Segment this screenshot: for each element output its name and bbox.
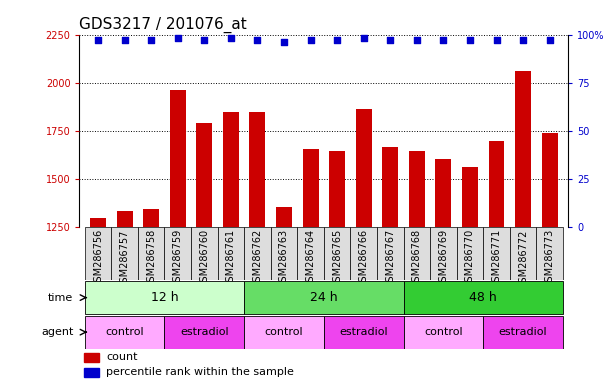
- Bar: [276, 207, 292, 384]
- Text: 24 h: 24 h: [310, 291, 338, 304]
- Text: GSM286773: GSM286773: [544, 229, 555, 288]
- Bar: [536, 227, 563, 280]
- Bar: [510, 227, 536, 280]
- Text: GSM286764: GSM286764: [306, 229, 315, 288]
- Bar: [170, 90, 186, 384]
- Bar: [111, 227, 138, 280]
- Text: GSM286758: GSM286758: [146, 229, 156, 288]
- Bar: [350, 227, 377, 280]
- Bar: [138, 227, 164, 280]
- Text: GSM286769: GSM286769: [438, 229, 448, 288]
- Point: [359, 35, 368, 41]
- Bar: [483, 227, 510, 280]
- Point: [492, 37, 502, 43]
- Point: [93, 37, 103, 43]
- Bar: [84, 353, 99, 362]
- Text: agent: agent: [41, 327, 73, 337]
- Bar: [223, 113, 239, 384]
- Text: control: control: [265, 327, 303, 337]
- Bar: [462, 167, 478, 384]
- Bar: [324, 227, 350, 280]
- Bar: [324, 316, 403, 349]
- Point: [465, 37, 475, 43]
- Bar: [244, 281, 403, 314]
- Bar: [515, 71, 531, 384]
- Text: GSM286760: GSM286760: [199, 229, 210, 288]
- Text: GSM286759: GSM286759: [173, 229, 183, 288]
- Text: GDS3217 / 201076_at: GDS3217 / 201076_at: [79, 17, 247, 33]
- Point: [439, 37, 448, 43]
- Text: estradiol: estradiol: [339, 327, 388, 337]
- Point: [146, 37, 156, 43]
- Bar: [271, 227, 298, 280]
- Text: percentile rank within the sample: percentile rank within the sample: [106, 367, 294, 377]
- Bar: [249, 113, 265, 384]
- Bar: [164, 227, 191, 280]
- Point: [199, 37, 209, 43]
- Text: estradiol: estradiol: [499, 327, 547, 337]
- Bar: [85, 316, 164, 349]
- Bar: [456, 227, 483, 280]
- Text: GSM286762: GSM286762: [252, 229, 262, 288]
- Point: [518, 37, 528, 43]
- Text: GSM286771: GSM286771: [491, 229, 502, 288]
- Text: estradiol: estradiol: [180, 327, 229, 337]
- Bar: [85, 281, 244, 314]
- Text: GSM286765: GSM286765: [332, 229, 342, 288]
- Text: time: time: [48, 293, 73, 303]
- Bar: [382, 147, 398, 384]
- Bar: [164, 316, 244, 349]
- Bar: [356, 109, 371, 384]
- Text: GSM286757: GSM286757: [120, 229, 130, 289]
- Point: [173, 35, 183, 41]
- Bar: [302, 149, 318, 384]
- Point: [306, 37, 315, 43]
- Bar: [85, 227, 111, 280]
- Text: control: control: [105, 327, 144, 337]
- Bar: [84, 368, 99, 377]
- Text: 12 h: 12 h: [151, 291, 178, 304]
- Bar: [409, 151, 425, 384]
- Bar: [403, 227, 430, 280]
- Point: [252, 37, 262, 43]
- Bar: [483, 316, 563, 349]
- Bar: [403, 316, 483, 349]
- Bar: [90, 218, 106, 384]
- Bar: [143, 209, 159, 384]
- Text: control: control: [424, 327, 463, 337]
- Point: [545, 37, 555, 43]
- Bar: [377, 227, 403, 280]
- Text: GSM286766: GSM286766: [359, 229, 368, 288]
- Text: GSM286770: GSM286770: [465, 229, 475, 288]
- Text: count: count: [106, 352, 138, 362]
- Point: [226, 35, 236, 41]
- Point: [120, 37, 130, 43]
- Bar: [218, 227, 244, 280]
- Text: GSM286761: GSM286761: [226, 229, 236, 288]
- Bar: [191, 227, 218, 280]
- Point: [279, 39, 289, 45]
- Text: GSM286756: GSM286756: [93, 229, 103, 288]
- Bar: [430, 227, 456, 280]
- Bar: [542, 134, 558, 384]
- Bar: [196, 123, 212, 384]
- Point: [412, 37, 422, 43]
- Text: 48 h: 48 h: [469, 291, 497, 304]
- Bar: [329, 151, 345, 384]
- Text: GSM286772: GSM286772: [518, 229, 528, 289]
- Text: GSM286768: GSM286768: [412, 229, 422, 288]
- Point: [332, 37, 342, 43]
- Bar: [298, 227, 324, 280]
- Bar: [403, 281, 563, 314]
- Bar: [489, 141, 505, 384]
- Bar: [244, 227, 271, 280]
- Text: GSM286763: GSM286763: [279, 229, 289, 288]
- Bar: [244, 316, 324, 349]
- Text: GSM286767: GSM286767: [386, 229, 395, 288]
- Point: [386, 37, 395, 43]
- Bar: [117, 211, 133, 384]
- Bar: [436, 159, 452, 384]
